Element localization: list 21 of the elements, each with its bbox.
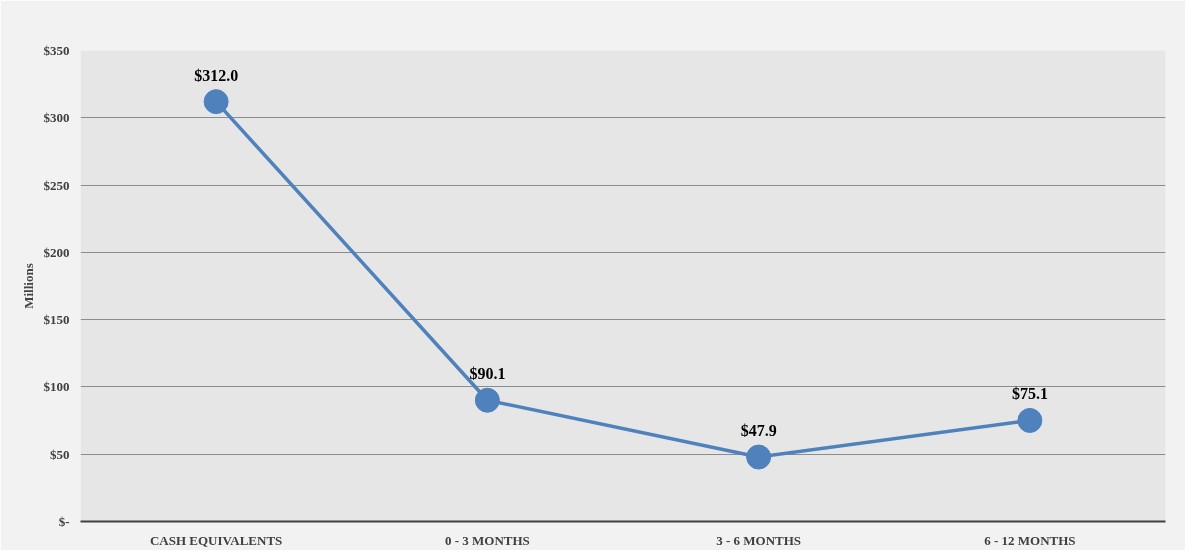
x-tick-label: 6 - 12 MONTHS: [984, 532, 1076, 548]
y-tick-label: $250: [43, 177, 70, 193]
data-label: $312.0: [194, 66, 239, 84]
x-tick-label: 0 - 3 MONTHS: [444, 532, 530, 548]
y-tick-label: $-: [58, 514, 70, 529]
data-label: $47.9: [740, 422, 777, 440]
point: [1017, 407, 1043, 433]
y-tick-label: $50: [50, 446, 70, 462]
y-tick-label: $100: [43, 379, 70, 395]
x-tick-label: 3 - 6 MONTHS: [716, 532, 802, 548]
point: [203, 89, 229, 115]
point: [474, 387, 500, 413]
y-axis-title: Millions: [20, 263, 36, 309]
y-tick-label: $350: [43, 43, 70, 58]
y-tick-label: $300: [43, 110, 70, 126]
data-label: $90.1: [469, 365, 506, 383]
x-tick-label: CASH EQUIVALENTS: [149, 532, 283, 548]
data-label: $75.1: [1011, 385, 1048, 403]
y-tick-label: $200: [43, 244, 70, 260]
y-tick-label: $150: [43, 312, 70, 328]
point: [746, 444, 772, 470]
